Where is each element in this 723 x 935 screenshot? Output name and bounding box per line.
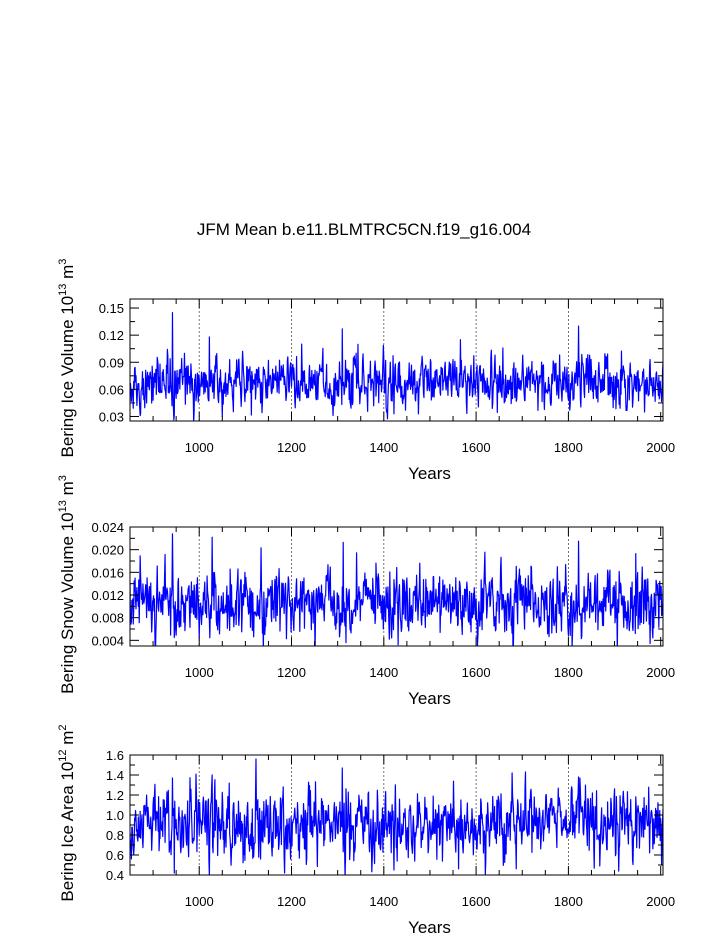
y-axis-label-unit: m <box>58 731 77 750</box>
x-tick-label-1600: 1600 <box>462 894 491 909</box>
y-axis-label-exponent: 13 <box>57 284 69 296</box>
plot-frame <box>129 298 664 422</box>
y-axis-label: Bering Snow Volume 1013 m3 <box>57 475 77 694</box>
x-tick-label-1600: 1600 <box>462 440 491 455</box>
y-tick-label-0.09: 0.09 <box>99 355 124 370</box>
y-tick-label-0.8: 0.8 <box>106 828 124 843</box>
x-tick-label-1200: 1200 <box>277 440 306 455</box>
y-axis-label: Bering Ice Volume 1013 m3 <box>57 259 77 458</box>
y-axis-label-unit: m <box>58 481 77 500</box>
y-tick-label-0.6: 0.6 <box>106 848 124 863</box>
y-tick-label-1.4: 1.4 <box>106 768 124 783</box>
x-tick-label-1600: 1600 <box>462 665 491 680</box>
y-axis-label-exponent: 12 <box>57 749 69 761</box>
x-tick-label-1000: 1000 <box>185 440 214 455</box>
y-tick-label-0.016: 0.016 <box>91 565 124 580</box>
y-tick-label-0.03: 0.03 <box>99 409 124 424</box>
x-tick-label-2000: 2000 <box>646 440 675 455</box>
y-tick-label-0.024: 0.024 <box>91 520 124 535</box>
y-tick-label-0.06: 0.06 <box>99 382 124 397</box>
x-axis-label: Years <box>408 689 451 708</box>
y-tick-label-0.4: 0.4 <box>106 868 124 883</box>
x-tick-label-1400: 1400 <box>369 894 398 909</box>
y-tick-label-1.6: 1.6 <box>106 748 124 763</box>
y-axis-label-unit: m <box>58 265 77 284</box>
y-axis-label-main: Bering Ice Volume 10 <box>58 296 77 458</box>
x-tick-label-1000: 1000 <box>185 894 214 909</box>
x-axis-label: Years <box>408 464 451 483</box>
y-tick-label-1.0: 1.0 <box>106 808 124 823</box>
y-tick-label-0.020: 0.020 <box>91 543 124 558</box>
panel-ice-volume: 1000 1200 1400 1600 1800 2000 0.03 0.06 0.09 0.12… <box>57 259 675 483</box>
series-line-ice-area <box>130 758 663 875</box>
figure-title: JFM Mean b.e11.BLMTRC5CN.f19_g16.004 <box>197 220 531 239</box>
y-tick-label-0.004: 0.004 <box>91 633 124 648</box>
y-tick-label-0.008: 0.008 <box>91 611 124 626</box>
y-axis-label-main: Bering Snow Volume 10 <box>58 512 77 693</box>
x-tick-label-2000: 2000 <box>646 665 675 680</box>
x-tick-label-1400: 1400 <box>369 665 398 680</box>
x-tick-label-1400: 1400 <box>369 440 398 455</box>
y-tick-label-0.012: 0.012 <box>91 588 124 603</box>
y-axis-label: Bering Ice Area 1012 m2 <box>57 724 77 901</box>
y-axis-label-unit-exponent: 3 <box>57 259 69 265</box>
y-axis-label-unit-exponent: 2 <box>57 724 69 730</box>
panel-snow-volume: 1000 1200 1400 1600 1800 2000 0.004 0.008 0.012 0… <box>57 475 675 708</box>
x-tick-label-1800: 1800 <box>554 440 583 455</box>
y-axis-label-exponent: 13 <box>57 500 69 512</box>
x-tick-label-1800: 1800 <box>554 665 583 680</box>
x-tick-label-2000: 2000 <box>646 894 675 909</box>
y-tick-label-1.2: 1.2 <box>106 788 124 803</box>
series-line-ice-volume <box>130 311 663 421</box>
y-tick-label-0.12: 0.12 <box>99 328 124 343</box>
x-tick-label-1200: 1200 <box>277 894 306 909</box>
x-tick-label-1200: 1200 <box>277 665 306 680</box>
x-tick-label-1000: 1000 <box>185 665 214 680</box>
y-axis-label-unit-exponent: 3 <box>57 475 69 481</box>
y-tick-label-0.15: 0.15 <box>99 301 124 316</box>
panel-ice-area: 1000 1200 1400 1600 1800 2000 0.4 0.6 0.8 1.0 1.2 1… <box>57 724 675 935</box>
x-axis-label: Years <box>408 918 451 935</box>
plot-frame <box>129 526 664 647</box>
y-axis-label-main: Bering Ice Area 10 <box>58 762 77 902</box>
x-tick-label-1800: 1800 <box>554 894 583 909</box>
series-line-snow-volume <box>130 533 663 646</box>
